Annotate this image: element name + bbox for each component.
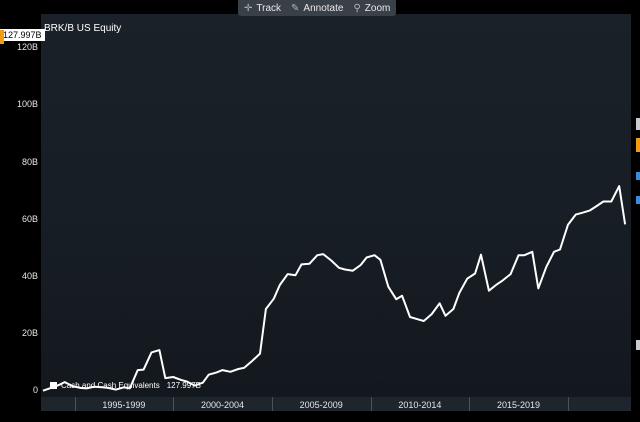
- last-value-badge: 127.997B: [0, 29, 45, 41]
- bottom-bar: [0, 411, 640, 422]
- plot-background: [41, 14, 631, 397]
- pencil-icon: ✎: [291, 2, 300, 14]
- legend-swatch: [50, 382, 57, 389]
- x-axis: [41, 397, 631, 411]
- right-side-marker-orange[interactable]: [636, 138, 640, 152]
- y-tick-label: 100B: [16, 99, 38, 110]
- legend[interactable]: Cash and Cash Equivalents 127.997B: [50, 381, 201, 390]
- x-tick-label: 2000-2004: [201, 400, 245, 410]
- x-tick-label: 1995-1999: [102, 400, 146, 410]
- magnifier-icon: ⚲: [353, 2, 361, 14]
- x-tick-label: 2005-2009: [299, 400, 343, 410]
- y-tick-label: 120B: [16, 42, 38, 53]
- legend-series-value: 127.997B: [166, 381, 201, 390]
- right-side-marker[interactable]: [636, 340, 640, 350]
- right-side-marker[interactable]: [636, 118, 640, 130]
- annotate-button[interactable]: ✎ Annotate: [291, 3, 343, 14]
- legend-series-name: Cash and Cash Equivalents: [61, 381, 160, 390]
- y-tick-label: 0: [32, 385, 38, 396]
- y-tick-label: 20B: [21, 328, 38, 339]
- crosshair-icon: ✛: [244, 2, 253, 14]
- right-side-marker-blue[interactable]: [636, 196, 640, 204]
- y-tick-label: 80B: [21, 156, 38, 167]
- x-axis-separator: [173, 397, 175, 411]
- series-line: [42, 185, 627, 392]
- right-side-marker-blue[interactable]: [636, 172, 640, 180]
- chart-toolbar: ✛ Track ✎ Annotate ⚲ Zoom: [238, 0, 397, 16]
- track-label: Track: [256, 2, 282, 14]
- x-axis-separator: [469, 397, 471, 411]
- zoom-button[interactable]: ⚲ Zoom: [353, 3, 390, 14]
- left-side-marker-orange[interactable]: [0, 30, 4, 44]
- x-tick-label: 2010-2014: [398, 400, 442, 410]
- chart-title: BRK/B US Equity: [44, 23, 122, 34]
- x-axis-separator: [370, 397, 372, 411]
- zoom-label: Zoom: [364, 2, 391, 14]
- x-axis-separator: [271, 397, 273, 411]
- x-axis-separator: [567, 397, 569, 411]
- track-button[interactable]: ✛ Track: [244, 3, 281, 14]
- annotate-label: Annotate: [303, 2, 344, 14]
- x-axis-separator: [74, 397, 76, 411]
- x-tick-label: 2015-2019: [496, 400, 541, 410]
- y-tick-label: 60B: [21, 213, 38, 224]
- y-tick-label: 40B: [21, 270, 38, 281]
